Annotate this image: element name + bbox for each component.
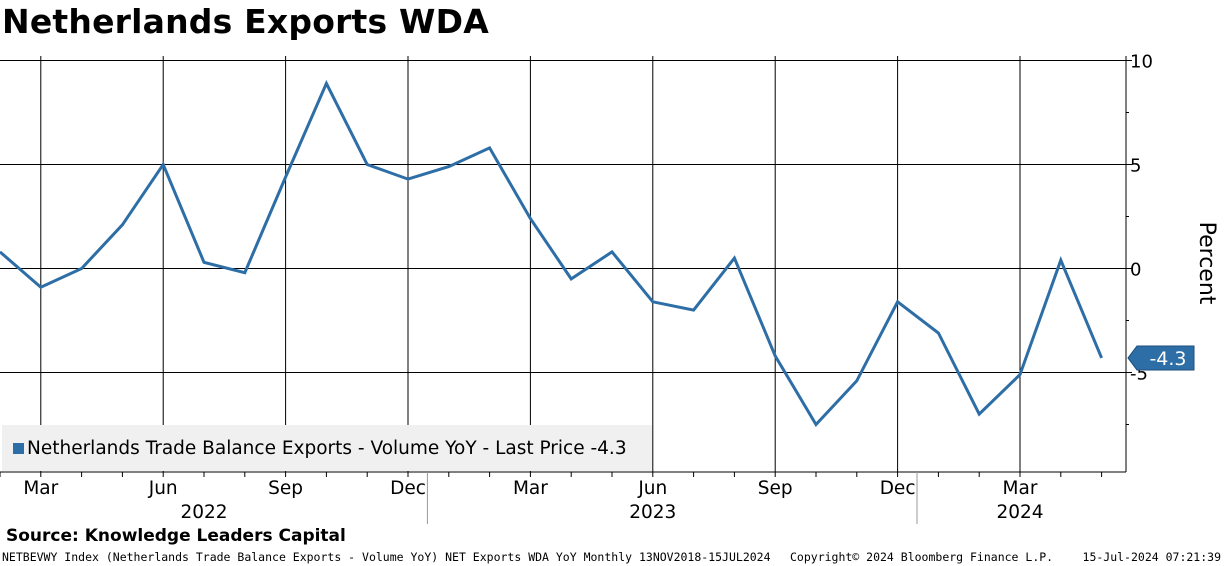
- last-value-tag: [1127, 345, 1195, 371]
- footer-copyright: Copyright© 2024 Bloomberg Finance L.P.: [790, 550, 1054, 564]
- legend-label: Netherlands Trade Balance Exports - Volu…: [27, 437, 627, 459]
- x-tick-label: Sep: [758, 478, 793, 499]
- footer-index-info: NETBEVWY Index (Netherlands Trade Balanc…: [2, 550, 771, 564]
- source-note: Source: Knowledge Leaders Capital: [6, 526, 346, 546]
- x-tick-label: Jun: [148, 478, 178, 499]
- y-tick-label: 5: [1130, 156, 1141, 177]
- year-label: 2024: [996, 502, 1043, 523]
- footer-timestamp: 15-Jul-2024 07:21:39: [1082, 550, 1221, 564]
- x-tick-label: Mar: [23, 478, 58, 499]
- x-tick-label: Mar: [513, 478, 548, 499]
- series-line: [0, 79, 1103, 427]
- y-tick-label: 0: [1130, 260, 1141, 281]
- legend-swatch: [13, 442, 24, 454]
- y-axis-label: Percent: [1194, 222, 1219, 305]
- y-tick-label: 10: [1130, 52, 1153, 73]
- year-label: 2023: [629, 502, 676, 523]
- x-tick-label: Sep: [268, 478, 303, 499]
- x-tick-label: Jun: [637, 478, 667, 499]
- x-tick-label: Dec: [880, 478, 916, 499]
- x-tick-label: Mar: [1003, 478, 1038, 499]
- legend: Netherlands Trade Balance Exports - Volu…: [2, 425, 652, 471]
- last-value-label: -4.3: [1149, 348, 1186, 370]
- year-label: 2022: [180, 502, 227, 523]
- x-tick-label: Dec: [390, 478, 426, 499]
- chart-title: Netherlands Exports WDA: [2, 2, 489, 41]
